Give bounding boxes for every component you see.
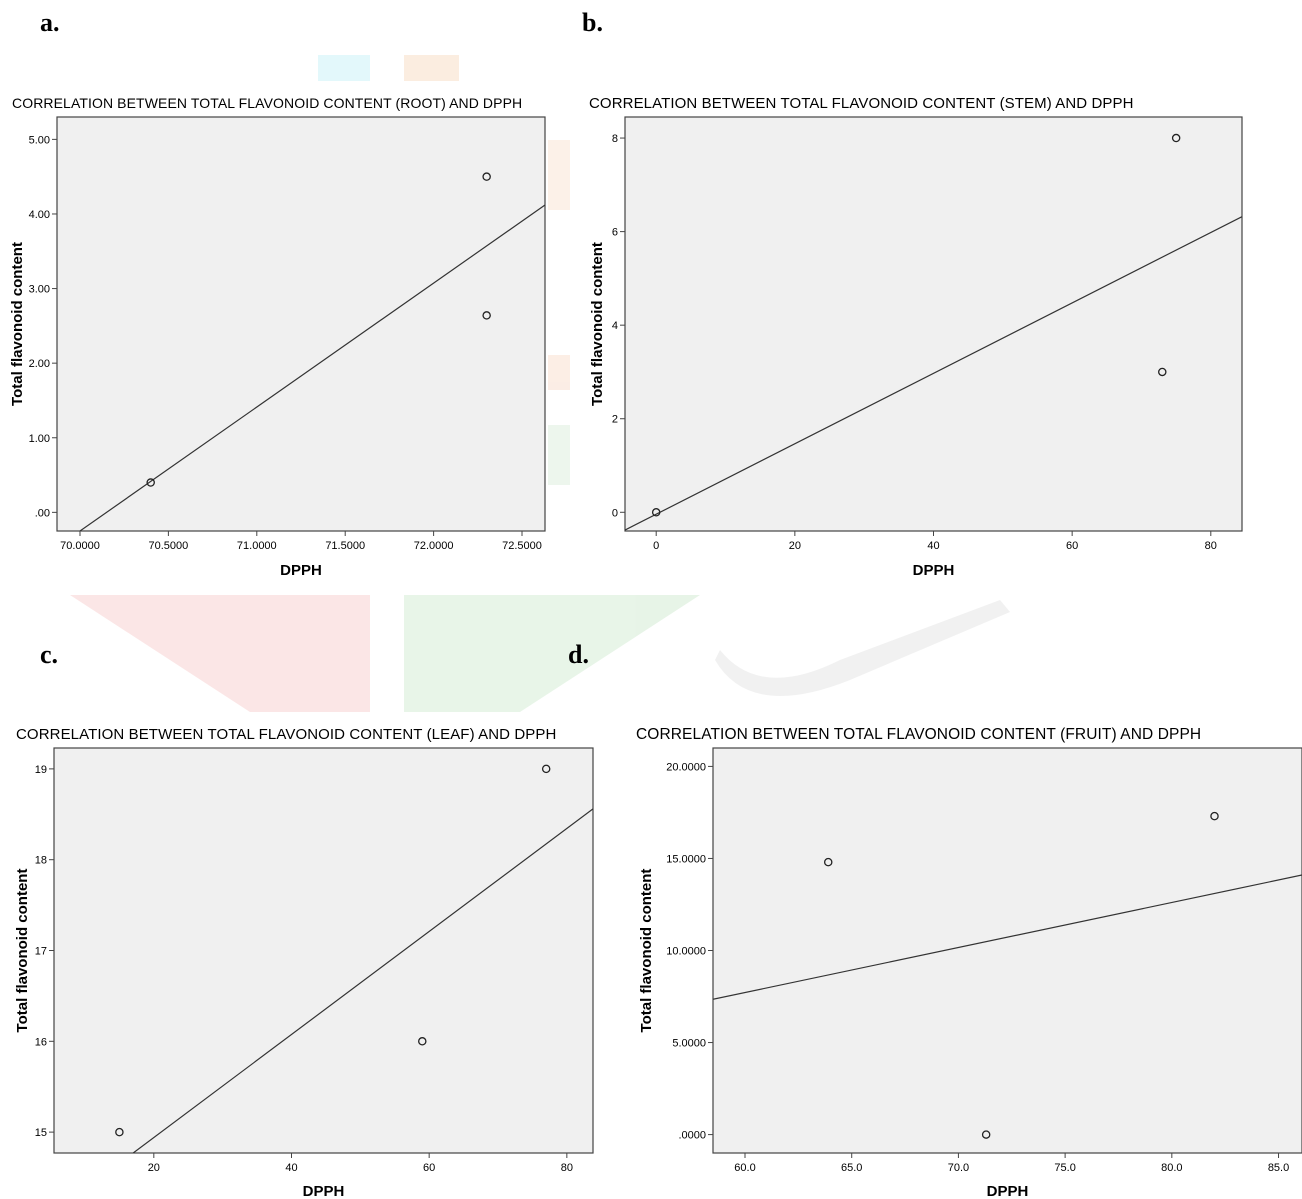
fit-line [625, 216, 1242, 531]
y-axis-title: Total flavonoid content [638, 869, 655, 1033]
data-point [1158, 367, 1167, 377]
watermark-shape-mint [548, 425, 570, 485]
x-tick-label: 40 [285, 1162, 297, 1174]
y-tick-label: 2 [612, 414, 618, 426]
plot-area [56, 116, 546, 532]
watermark-shape-green [404, 595, 700, 712]
y-tick-label: 16 [35, 1036, 47, 1048]
x-tick-label: 70.0 [948, 1162, 969, 1174]
x-tick-label: 71.5000 [325, 540, 365, 552]
panel-label-a: a. [40, 8, 60, 37]
data-point [981, 1130, 991, 1139]
panel-label-c: c. [40, 640, 59, 669]
chart-title-fruit: CORRELATION BETWEEN TOTAL FLAVONOID CONT… [636, 726, 1202, 743]
data-point [823, 857, 833, 867]
data-point [146, 478, 155, 487]
y-tick-label: .00 [35, 507, 50, 519]
y-axis-title: Total flavonoid content [14, 869, 31, 1033]
x-axis-title: DPPH [280, 562, 322, 579]
y-tick-label: 8 [612, 133, 618, 145]
x-tick-label: 60 [423, 1162, 435, 1174]
y-tick-label: 3.00 [29, 284, 50, 296]
x-axis-title: DPPH [303, 1183, 345, 1199]
y-tick-label: 5.0000 [672, 1038, 706, 1050]
plot-area [712, 747, 1302, 1154]
watermark-swoosh [715, 600, 1010, 696]
y-tick-label: 0 [612, 507, 618, 519]
data-point [482, 172, 491, 181]
x-tick-label: 71.0000 [237, 540, 277, 552]
x-tick-label: 60 [1066, 540, 1078, 552]
y-tick-label: 18 [35, 855, 47, 867]
plot-area [53, 747, 594, 1154]
x-tick-label: 70.5000 [149, 540, 189, 552]
y-tick-label: 4 [612, 320, 618, 332]
y-tick-label: 19 [35, 764, 47, 776]
data-point [482, 311, 491, 320]
x-axis-title: DPPH [987, 1183, 1029, 1199]
x-tick-label: 20 [148, 1162, 160, 1174]
plot-area [624, 116, 1243, 532]
y-tick-label: 10.0000 [666, 946, 706, 958]
y-tick-label: 15.0000 [666, 853, 706, 865]
data-point [115, 1127, 124, 1137]
y-tick-label: 17 [35, 946, 47, 958]
x-axis-title: DPPH [913, 562, 955, 579]
fit-line [713, 874, 1302, 1000]
y-axis-title: Total flavonoid content [589, 242, 606, 406]
x-tick-label: 20 [789, 540, 801, 552]
x-tick-label: 80 [1205, 540, 1217, 552]
y-axis-title: Total flavonoid content [9, 242, 26, 406]
data-point [418, 1037, 427, 1046]
x-tick-label: 80.0 [1161, 1162, 1182, 1174]
fit-line [79, 204, 545, 531]
y-tick-label: 15 [35, 1127, 47, 1139]
watermark-shape-orange [404, 55, 459, 81]
data-point [1171, 133, 1181, 143]
panel-label-b: b. [582, 8, 603, 37]
x-tick-label: 75.0 [1054, 1162, 1075, 1174]
watermark-shape-cyan [318, 55, 370, 81]
x-tick-label: 65.0 [841, 1162, 862, 1174]
y-tick-label: 20.0000 [666, 761, 706, 773]
y-tick-label: 5.00 [29, 134, 50, 146]
data-point [541, 764, 551, 774]
y-tick-label: .0000 [678, 1130, 706, 1142]
y-tick-label: 1.00 [29, 433, 50, 445]
x-tick-label: 40 [927, 540, 939, 552]
x-tick-label: 72.5000 [502, 540, 542, 552]
watermark-shape-red [70, 595, 370, 712]
fit-line [132, 808, 593, 1153]
data-point [1210, 811, 1219, 821]
y-tick-label: 2.00 [29, 358, 50, 370]
data-point [651, 508, 661, 517]
x-tick-label: 0 [653, 540, 659, 552]
x-tick-label: 85.0 [1268, 1162, 1289, 1174]
chart-title-leaf: CORRELATION BETWEEN TOTAL FLAVONOID CONT… [16, 726, 557, 743]
panel-label-d: d. [568, 640, 589, 669]
x-tick-label: 70.0000 [60, 540, 100, 552]
y-tick-label: 4.00 [29, 209, 50, 221]
y-tick-label: 6 [612, 227, 618, 239]
watermark-shape-peach2 [548, 355, 570, 390]
chart-title-root: CORRELATION BETWEEN TOTAL FLAVONOID CONT… [12, 95, 523, 111]
x-tick-label: 72.0000 [414, 540, 454, 552]
chart-title-stem: CORRELATION BETWEEN TOTAL FLAVONOID CONT… [589, 95, 1134, 112]
x-tick-label: 60.0 [734, 1162, 755, 1174]
x-tick-label: 80 [561, 1162, 573, 1174]
watermark-shape-peach [548, 140, 570, 210]
